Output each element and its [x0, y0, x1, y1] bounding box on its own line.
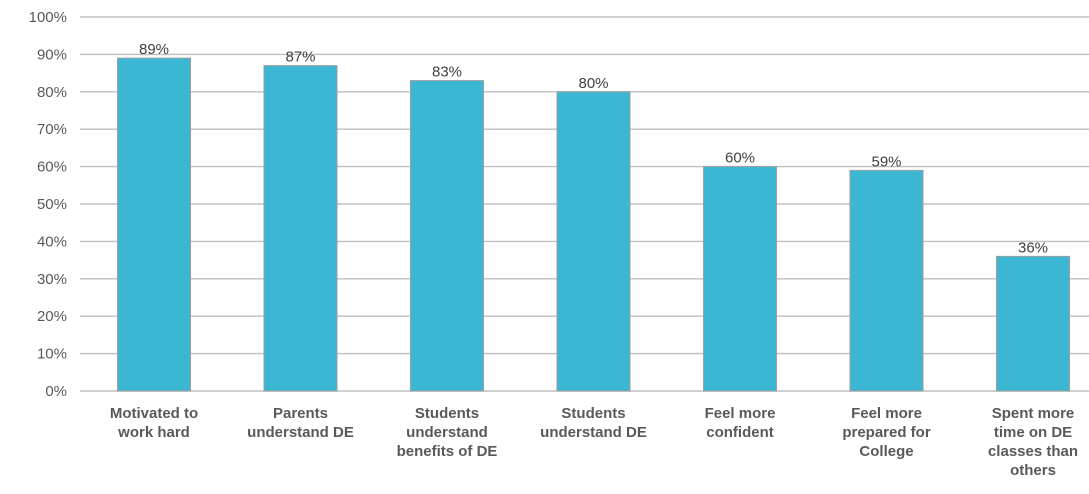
- y-tick-label: 0%: [45, 383, 67, 400]
- data-label: 60%: [725, 150, 755, 167]
- data-label: 87%: [285, 49, 315, 66]
- data-label: 59%: [871, 153, 901, 170]
- bars: [117, 57, 1070, 392]
- category-label-line: confident: [706, 424, 774, 441]
- bar: [556, 91, 631, 392]
- category-label-line: others: [1010, 462, 1056, 479]
- y-tick-label: 70%: [37, 121, 67, 138]
- category-label: Students understand DE: [540, 405, 647, 441]
- category-label-line: time on DE: [994, 424, 1072, 441]
- bar: [410, 80, 484, 392]
- category-labels: Motivated to work hard Parents understand D…: [110, 405, 1078, 479]
- y-tick-label: 30%: [37, 271, 67, 288]
- bar: [263, 65, 338, 392]
- category-label-line: understand: [406, 424, 488, 441]
- category-label: Feel more confident: [705, 405, 776, 441]
- category-label-line: prepared for: [842, 424, 931, 441]
- category-label: Parents understand DE: [247, 405, 354, 441]
- category-label-line: Feel more: [705, 405, 776, 422]
- bar: [117, 57, 191, 392]
- data-label: 80%: [578, 75, 608, 92]
- bar: [849, 169, 924, 392]
- y-tick-label: 40%: [37, 233, 67, 250]
- y-tick-label: 60%: [37, 159, 67, 176]
- bar: [996, 255, 1070, 392]
- data-label: 83%: [432, 64, 462, 81]
- category-label-line: Motivated to: [110, 405, 198, 422]
- category-label: Motivated to work hard: [110, 405, 198, 441]
- category-label-line: Students: [415, 405, 479, 422]
- y-tick-label: 50%: [37, 196, 67, 213]
- category-label: Students understand benefits of DE: [397, 405, 498, 460]
- category-label-line: College: [859, 443, 913, 460]
- category-label: Feel more prepared for College: [842, 405, 931, 460]
- y-tick-label: 100%: [29, 9, 67, 26]
- data-label: 89%: [139, 41, 169, 58]
- category-label-line: Feel more: [851, 405, 922, 422]
- y-tick-label: 20%: [37, 308, 67, 325]
- category-label-line: Parents: [273, 405, 328, 422]
- category-label: Spent more time on DE classes than others: [988, 405, 1078, 479]
- category-label-line: classes than: [988, 443, 1078, 460]
- category-label-line: understand DE: [540, 424, 647, 441]
- y-tick-label: 90%: [37, 46, 67, 63]
- bar: [703, 166, 777, 392]
- category-label-line: Students: [561, 405, 625, 422]
- y-tick-label: 10%: [37, 346, 67, 363]
- category-label-line: understand DE: [247, 424, 354, 441]
- data-label: 36%: [1018, 239, 1048, 256]
- category-label-line: work hard: [117, 424, 190, 441]
- y-tick-label: 80%: [37, 84, 67, 101]
- data-labels: 89% 87% 83% 80% 60% 59% 36%: [139, 41, 1048, 256]
- category-label-line: Spent more: [992, 405, 1075, 422]
- y-axis-ticks: 0% 10% 20% 30% 40% 50% 60% 70% 80% 90% 100%: [29, 9, 67, 400]
- category-label-line: benefits of DE: [397, 443, 498, 460]
